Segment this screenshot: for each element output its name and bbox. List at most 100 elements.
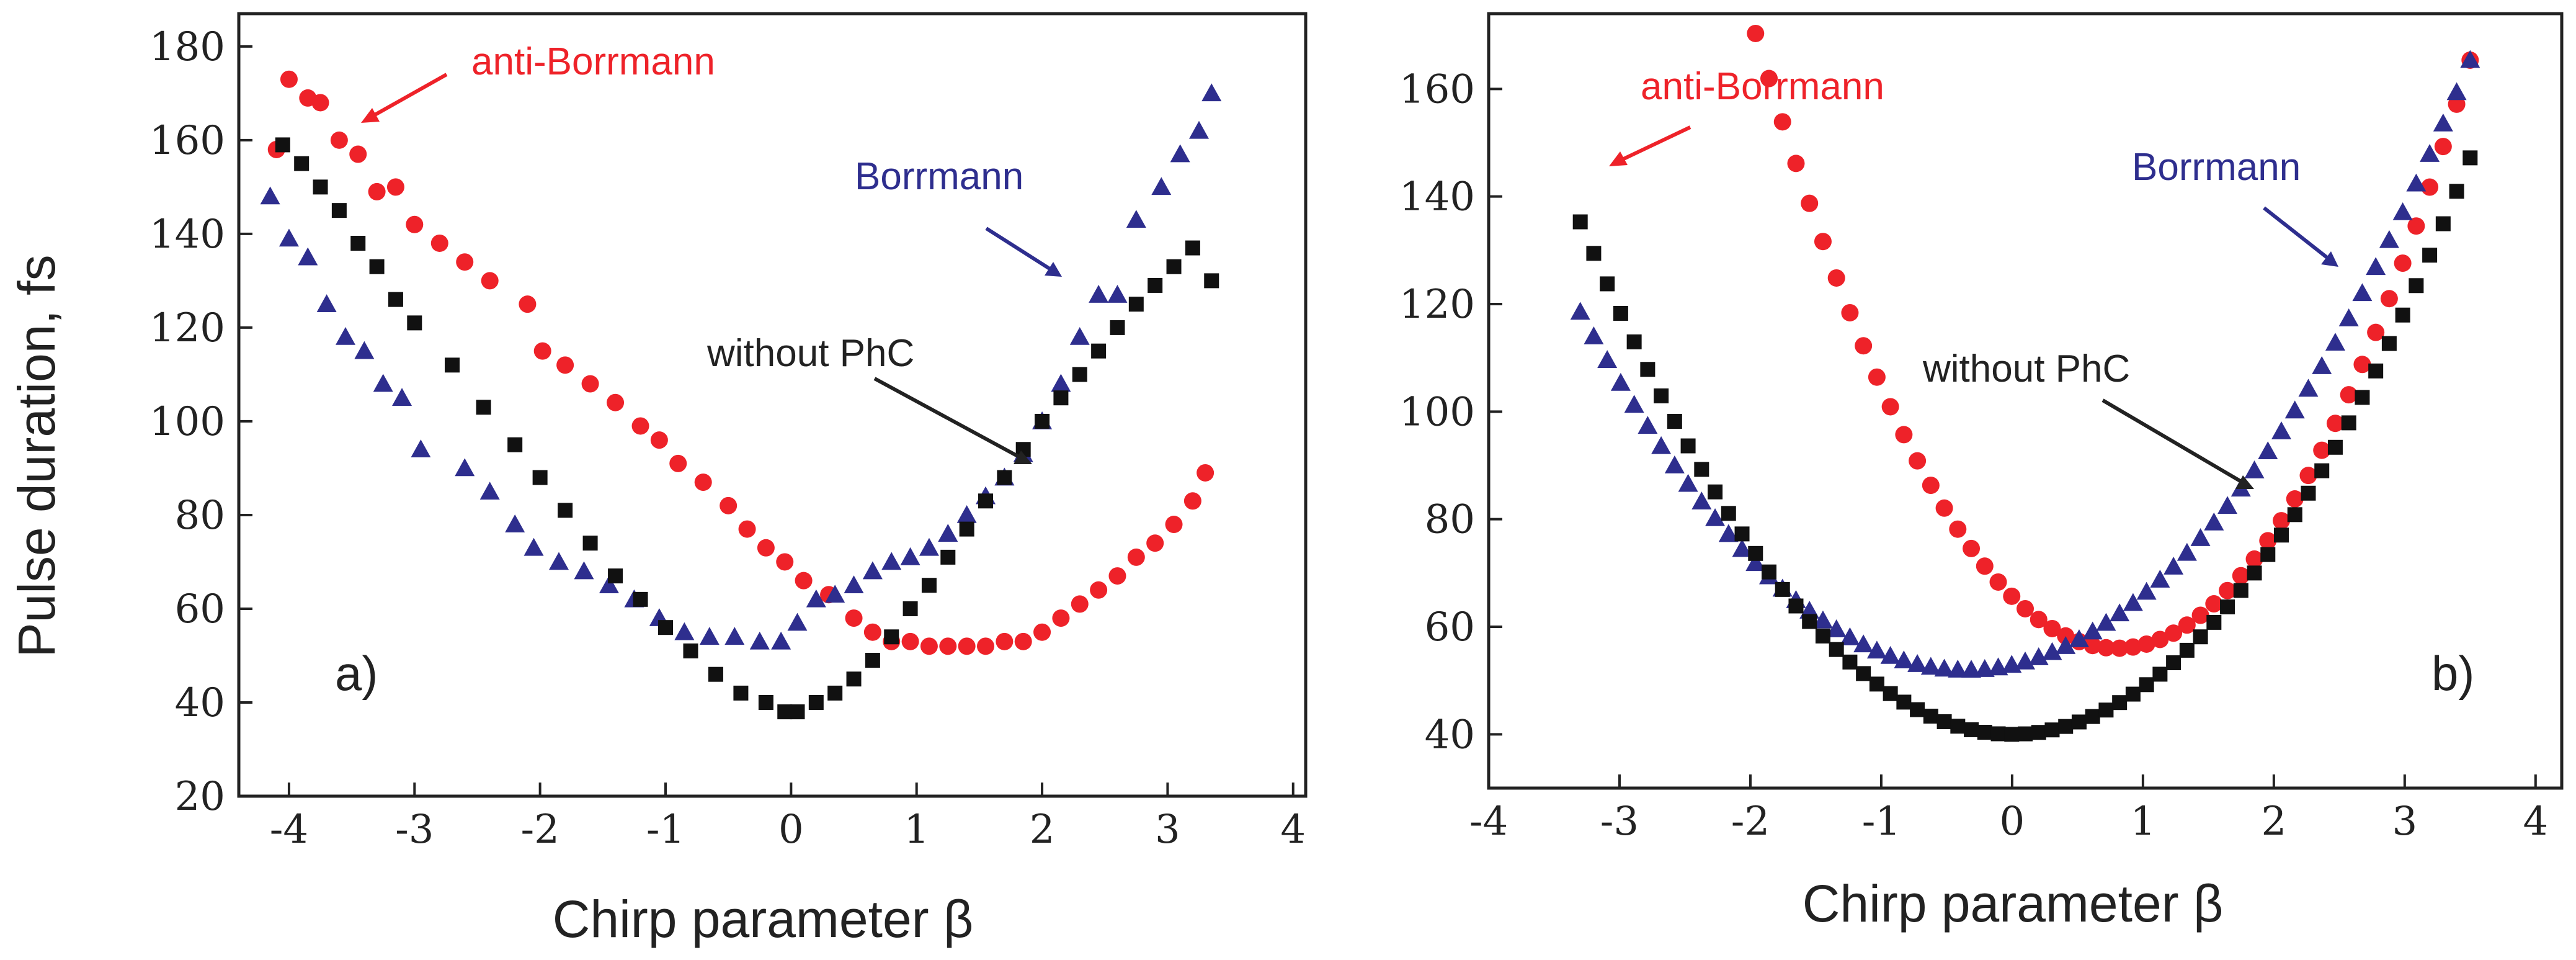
- panel-b-anti_borrmann-point: [2299, 467, 2317, 485]
- panel-b-anti_borrmann-point: [1827, 269, 1845, 287]
- panel-b-borrmann-point: [2056, 636, 2076, 654]
- panel-b-without_phc-point: [1600, 276, 1615, 292]
- panel-a-ytick-label: 160: [149, 118, 225, 164]
- panel-a-borrmann-point: [806, 589, 826, 608]
- panel-b-borrmann-point: [2366, 257, 2386, 276]
- panel-b-without_phc-point: [1721, 506, 1736, 521]
- panel-b-borrmann-point: [1866, 640, 1887, 659]
- panel-b-xtick-label: 1: [2131, 799, 2156, 845]
- panel-b-without_phc-point: [2044, 722, 2060, 738]
- panel-b-anti-borrmann-label: anti-Borrmann: [1641, 65, 1884, 108]
- panel-b-anti_borrmann-point: [2124, 638, 2142, 656]
- panel-a-xtick-label: 2: [1030, 807, 1055, 853]
- panel-b-borrmann-arrowhead: [2321, 251, 2338, 267]
- panel-b-anti_borrmann-point: [2219, 581, 2237, 599]
- panel-a-anti_borrmann-point: [958, 637, 976, 655]
- panel-b-borrmann-point: [1961, 660, 1982, 678]
- panel-a-without_phc-point: [865, 653, 880, 668]
- panel-b-anti_borrmann-point: [2245, 550, 2263, 568]
- panel-a-borrmann-point: [699, 627, 720, 645]
- panel-a-without_phc-point: [777, 704, 793, 720]
- panel-a-without_phc-point: [790, 704, 805, 720]
- panel-b-without_phc-point: [1694, 462, 1709, 477]
- panel-b-borrmann-point: [1840, 627, 1860, 645]
- panel-a-ticks: -4 -3 -2 -1 0 1 2 3 4 20 40 60 80 100 120 140 160 180: [149, 24, 1306, 853]
- panel-b-anti_borrmann-point: [2030, 611, 2048, 629]
- panel-b-without_phc-point: [1734, 526, 1750, 542]
- panel-b-without_phc-point: [2409, 278, 2424, 294]
- panel-a-anti_borrmann-point: [650, 431, 668, 449]
- panel-b-borrmann-point: [2284, 400, 2305, 419]
- panel-a-data-marks: [260, 70, 1222, 720]
- panel-b-borrmann-point: [2312, 356, 2332, 374]
- panel-a-anti_borrmann-point: [631, 417, 649, 435]
- panel-a-ylabel: Pulse duration, fs: [7, 254, 66, 657]
- panel-b-without_phc-point: [2274, 527, 2289, 543]
- panel-a-ytick-label: 180: [149, 24, 225, 70]
- panel-a-without_phc-point: [1204, 273, 1219, 289]
- panel-b-anti_borrmann-point: [2191, 606, 2209, 624]
- panel-a-ytick-label: 100: [149, 399, 225, 445]
- panel-a-anti_borrmann-point: [311, 94, 329, 112]
- panel-a-borrmann-point: [862, 561, 883, 580]
- panel-b-without_phc-point: [1950, 719, 1966, 734]
- panel-a-without_phc-point: [921, 578, 937, 593]
- panel-a-borrmann-label: Borrmann: [855, 155, 1023, 198]
- panel-a-without_phc-point: [1166, 259, 1182, 274]
- panel-b-borrmann-label: Borrmann: [2132, 146, 2301, 189]
- panel-b-without_phc-point: [2179, 642, 2195, 658]
- panel-a-xtick-label: -3: [395, 807, 434, 853]
- panel-a-borrmann-point: [479, 482, 500, 500]
- panel-b-without_phc-point: [2018, 726, 2033, 742]
- panel-a-borrmann-point: [260, 186, 280, 205]
- panel-a-without_phc-point: [331, 203, 347, 218]
- panel-b-without_phc-point: [1775, 581, 1790, 597]
- panel-b-without_phc-point: [2260, 547, 2276, 562]
- panel-b-borrmann-point: [2325, 333, 2345, 351]
- panel-a-without_phc-point: [313, 179, 328, 195]
- panel-b-anti_borrmann-point: [2394, 254, 2412, 272]
- panel-b-borrmann-point: [1624, 395, 1644, 413]
- panel-b-borrmann-point: [2244, 460, 2265, 478]
- panel-a-borrmann-point: [336, 327, 355, 345]
- panel-b-anti_borrmann-point: [1801, 194, 1819, 212]
- panel-b-borrmann-point: [1732, 539, 1752, 557]
- panel-b-without_phc-point: [2247, 565, 2262, 581]
- panel-a-borrmann-point: [749, 631, 770, 650]
- panel-b-borrmann-point: [1718, 524, 1739, 542]
- panel-b-borrmann-point: [1974, 659, 1995, 677]
- panel-b-borrmann-point: [2123, 593, 2143, 611]
- panel-a-without_phc-point: [846, 671, 862, 687]
- panel-a-without_phc-point: [1035, 413, 1050, 429]
- panel-a-borrmann-point: [1201, 83, 1222, 102]
- panel-b-borrmann-point: [2446, 82, 2467, 101]
- panel-b-anti_borrmann-point: [2057, 627, 2075, 645]
- panel-b-borrmann-point: [1597, 350, 1618, 368]
- panel-b-anti_borrmann-point: [2151, 630, 2169, 648]
- panel-b-without_phc-point: [1829, 642, 1844, 657]
- panel-b-anti_borrmann-point: [2232, 567, 2250, 585]
- panel-b-ytick-label: 100: [1399, 389, 1475, 435]
- panel-b-anti_borrmann-point: [1949, 520, 1967, 538]
- panel-b-data-marks: [1570, 24, 2480, 742]
- panel-a-anti_borrmann-point: [280, 70, 298, 88]
- panel-a-borrmann-point: [505, 514, 525, 532]
- panel-b-borrmann-point: [2190, 528, 2211, 546]
- panel-b-xtick-label: -4: [1469, 799, 1508, 845]
- panel-b-anti_borrmann-point: [1747, 24, 1765, 42]
- panel-a-borrmann-point: [1170, 144, 1190, 163]
- panel-b-borrmann-point: [1678, 473, 1698, 492]
- panel-b-anti_borrmann-point: [1773, 113, 1791, 131]
- panel-a-without-phc-label: without PhC: [706, 332, 914, 375]
- panel-a-without_phc-point: [1185, 240, 1200, 256]
- panel-b-borrmann-point: [1638, 416, 1658, 434]
- panel-a-xtick-label: -1: [646, 807, 685, 853]
- panel-a-ytick-label: 20: [175, 774, 225, 820]
- panel-b-anti_borrmann-point: [2367, 323, 2385, 341]
- panel-b-anti_borrmann-point: [2084, 637, 2101, 655]
- panel-a-borrmann-point: [787, 612, 808, 631]
- panel-a-anti_borrmann-point: [669, 454, 687, 472]
- panel-a-anti_borrmann-point: [1052, 609, 1070, 627]
- panel-b-anti_borrmann-point: [2340, 386, 2358, 404]
- panel-a-anti_borrmann-point: [738, 520, 756, 538]
